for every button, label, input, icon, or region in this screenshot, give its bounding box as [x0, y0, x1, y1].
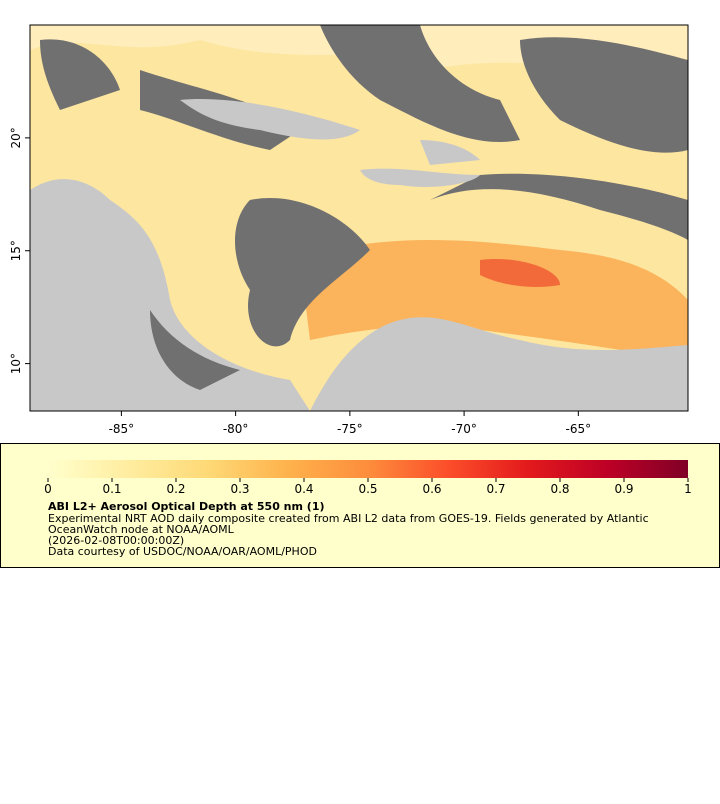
y-tick-label: 15° — [9, 240, 23, 261]
y-tick-label: 10° — [9, 353, 23, 374]
x-tick-label: -85° — [109, 422, 135, 436]
colorbar-tick-label: 0.3 — [230, 482, 249, 496]
colorbar-tick-label: 1 — [684, 482, 692, 496]
colorbar-tick-label: 0.6 — [422, 482, 441, 496]
y-tick-label: 20° — [9, 127, 23, 148]
x-tick-label: -80° — [223, 422, 249, 436]
x-tick-label: -65° — [566, 422, 592, 436]
aod-raster — [30, 25, 688, 411]
x-tick-label: -75° — [337, 422, 363, 436]
colorbar-tick-label: 0.9 — [614, 482, 633, 496]
legend-line: Experimental NRT AOD daily composite cre… — [48, 512, 649, 525]
legend-line: OceanWatch node at NOAA/AOML — [48, 523, 235, 536]
map-frame — [29, 24, 689, 412]
colorbar-tick-label: 0.2 — [166, 482, 185, 496]
legend-line: (2026-02-08T00:00:00Z) — [48, 534, 184, 547]
colorbar-tick-label: 0.7 — [486, 482, 505, 496]
legend-title: ABI L2+ Aerosol Optical Depth at 550 nm … — [48, 500, 325, 513]
colorbar-tick-label: 0 — [44, 482, 52, 496]
colorbar — [48, 460, 688, 478]
colorbar-tick-label: 0.4 — [294, 482, 313, 496]
colorbar-tick-label: 0.5 — [358, 482, 377, 496]
colorbar-tick-label: 0.1 — [102, 482, 121, 496]
x-tick-label: -70° — [451, 422, 477, 436]
colorbar-tick-label: 0.8 — [550, 482, 569, 496]
legend-line: Data courtesy of USDOC/NOAA/OAR/AOML/PHO… — [48, 545, 317, 558]
